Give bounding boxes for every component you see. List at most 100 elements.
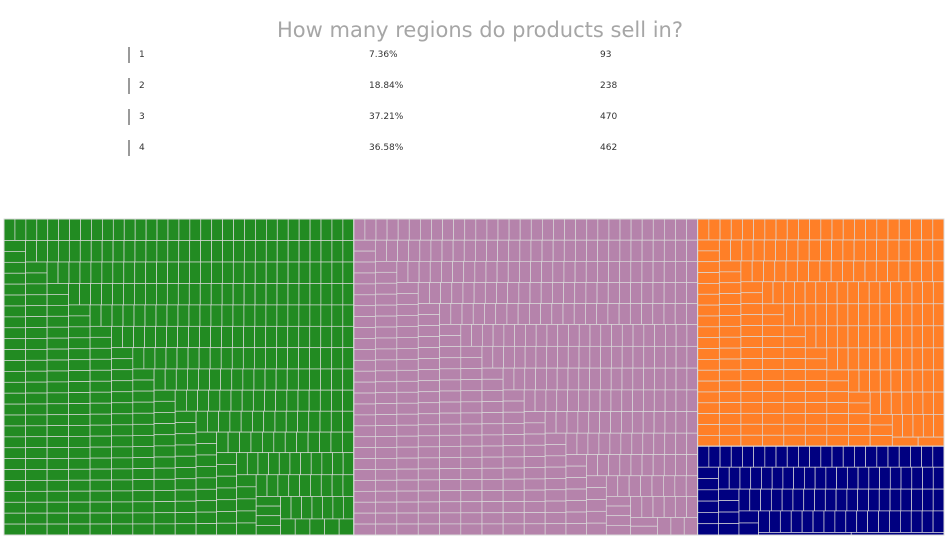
product-tile — [588, 389, 601, 412]
product-tile — [619, 282, 631, 304]
product-tile — [417, 282, 430, 304]
product-tile — [568, 324, 580, 347]
product-tile — [575, 218, 588, 241]
product-tile — [596, 282, 609, 304]
product-tile — [460, 468, 483, 480]
product-tile — [331, 261, 344, 284]
product-tile — [25, 370, 48, 383]
product-tile — [697, 218, 710, 241]
product-tile — [502, 512, 525, 525]
product-tile — [167, 218, 180, 241]
product-tile — [111, 325, 123, 349]
product-tile — [718, 293, 742, 305]
product-tile — [46, 436, 69, 448]
product-tile — [257, 452, 269, 476]
product-tile — [492, 324, 505, 347]
product-tile — [309, 518, 325, 536]
product-tile — [216, 499, 238, 512]
product-tile — [846, 488, 859, 512]
product-tile — [632, 345, 645, 369]
product-tile — [286, 368, 299, 391]
product-tile — [783, 423, 806, 436]
product-tile — [460, 345, 483, 358]
product-tile — [642, 411, 655, 434]
product-tile — [697, 391, 720, 404]
product-tile — [111, 358, 134, 371]
product-tile — [3, 283, 26, 296]
product-tile — [664, 432, 677, 455]
product-tile — [25, 436, 48, 448]
legend-row-1[interactable]: 1 7.36% 93 — [128, 46, 648, 77]
product-tile — [890, 369, 902, 393]
product-tile — [697, 359, 720, 371]
product-tile — [396, 435, 419, 448]
product-tile — [523, 467, 546, 480]
product-tile — [599, 411, 611, 434]
product-tile — [804, 325, 817, 349]
product-tile — [761, 347, 785, 359]
product-tile — [675, 432, 688, 455]
product-tile — [910, 445, 922, 468]
product-tile — [565, 500, 587, 513]
product-tile — [718, 391, 742, 403]
legend-row-4[interactable]: 4 36.58% 462 — [128, 139, 648, 170]
product-tile — [544, 432, 567, 445]
product-tile — [652, 303, 665, 325]
product-tile — [374, 359, 398, 372]
product-tile — [195, 454, 218, 467]
product-tile — [657, 517, 672, 536]
product-tile — [641, 282, 654, 304]
legend-count: 462 — [600, 143, 618, 153]
product-tile — [374, 304, 398, 317]
product-tile — [25, 359, 48, 372]
product-tile — [417, 391, 440, 404]
product-tile — [353, 338, 376, 350]
product-tile — [132, 501, 155, 514]
product-tile — [460, 490, 483, 503]
product-tile — [619, 261, 632, 283]
product-tile — [663, 303, 676, 325]
product-tile — [101, 240, 114, 263]
product-tile — [674, 475, 687, 497]
product-tile — [761, 380, 785, 392]
product-tile — [132, 412, 155, 425]
product-tile — [823, 510, 836, 533]
product-tile — [243, 261, 256, 284]
legend-row-3[interactable]: 3 37.21% 470 — [128, 108, 648, 139]
product-tile — [879, 325, 892, 349]
product-tile — [452, 239, 465, 262]
product-tile — [319, 431, 332, 454]
product-tile — [609, 432, 622, 455]
product-tile — [718, 424, 742, 436]
product-tile — [605, 505, 632, 517]
product-tile — [761, 434, 785, 447]
product-tile — [697, 523, 719, 536]
product-tile — [353, 250, 376, 263]
product-tile — [610, 389, 623, 412]
product-tile — [730, 239, 743, 262]
product-tile — [664, 367, 677, 391]
product-tile — [898, 445, 911, 468]
product-tile — [574, 282, 587, 304]
product-tile — [566, 411, 579, 434]
product-tile — [374, 479, 398, 492]
product-tile — [552, 282, 564, 304]
product-tile — [530, 261, 543, 283]
product-tile — [686, 454, 699, 477]
product-tile — [621, 411, 633, 434]
product-tile — [320, 347, 333, 370]
product-tile — [911, 347, 924, 371]
product-tile — [513, 345, 526, 369]
product-tile — [794, 303, 806, 327]
product-tile — [174, 467, 197, 480]
product-tile — [209, 347, 222, 370]
product-tile — [663, 454, 676, 477]
product-tile — [25, 261, 48, 274]
product-tile — [848, 413, 871, 425]
product-tile — [804, 424, 828, 436]
product-tile — [492, 345, 504, 369]
legend-row-2[interactable]: 2 18.84% 238 — [128, 77, 648, 108]
product-tile — [517, 303, 530, 325]
product-tile — [3, 272, 26, 285]
product-tile — [332, 452, 344, 476]
